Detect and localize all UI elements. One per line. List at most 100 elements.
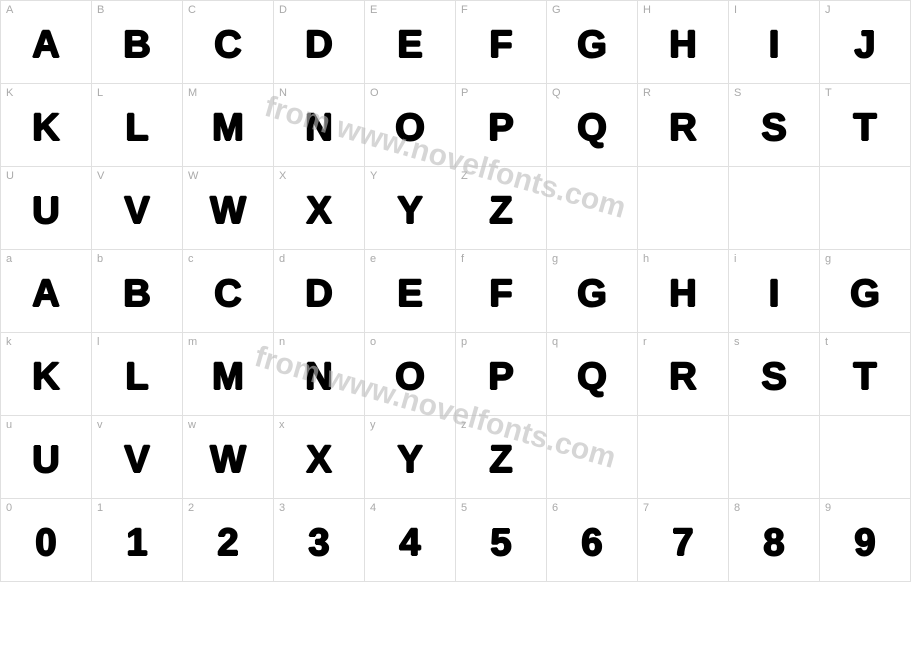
glyph-cell: eE: [365, 250, 456, 333]
glyph: T: [853, 109, 876, 147]
cell-label: L: [97, 87, 103, 99]
glyph-cell: DD: [274, 1, 365, 84]
cell-label: r: [643, 336, 647, 348]
cell-label: y: [370, 419, 376, 431]
cell-label: a: [6, 253, 12, 265]
glyph-cell: lL: [92, 333, 183, 416]
cell-label: 3: [279, 502, 285, 514]
glyph: C: [214, 26, 241, 64]
glyph-cell: JJ: [820, 1, 911, 84]
glyph-cell: NN: [274, 84, 365, 167]
glyph: X: [306, 441, 331, 479]
cell-label: b: [97, 253, 103, 265]
glyph: 1: [126, 524, 147, 562]
glyph: N: [305, 109, 332, 147]
glyph: V: [124, 441, 149, 479]
cell-label: q: [552, 336, 558, 348]
glyph-cell: bB: [92, 250, 183, 333]
glyph: O: [395, 109, 425, 147]
glyph: G: [850, 275, 880, 313]
glyph: Q: [577, 358, 607, 396]
cell-label: e: [370, 253, 376, 265]
cell-label: T: [825, 87, 832, 99]
cell-label: d: [279, 253, 285, 265]
glyph: D: [305, 275, 332, 313]
glyph-cell: HH: [638, 1, 729, 84]
glyph-cell: BB: [92, 1, 183, 84]
cell-label: g: [825, 253, 831, 265]
glyph-cell: TT: [820, 84, 911, 167]
glyph-cell: LL: [92, 84, 183, 167]
glyph: H: [669, 26, 696, 64]
cell-label: C: [188, 4, 196, 16]
glyph-cell: [820, 416, 911, 499]
glyph: I: [769, 275, 780, 313]
glyph-cell: [729, 167, 820, 250]
glyph-cell: [547, 167, 638, 250]
cell-label: Q: [552, 87, 561, 99]
glyph: R: [669, 358, 696, 396]
cell-label: k: [6, 336, 12, 348]
glyph: G: [577, 275, 607, 313]
glyph-cell: [638, 167, 729, 250]
cell-label: 7: [643, 502, 649, 514]
glyph: L: [125, 109, 148, 147]
glyph: P: [488, 358, 513, 396]
glyph-cell: yY: [365, 416, 456, 499]
cell-label: F: [461, 4, 468, 16]
glyph: W: [210, 192, 246, 230]
glyph: E: [397, 26, 422, 64]
glyph-cell: aA: [1, 250, 92, 333]
glyph-cell: 33: [274, 499, 365, 582]
glyph-cell: kK: [1, 333, 92, 416]
cell-label: x: [279, 419, 285, 431]
glyph-cell: wW: [183, 416, 274, 499]
glyph: Y: [397, 192, 422, 230]
glyph-cell: YY: [365, 167, 456, 250]
glyph-cell: xX: [274, 416, 365, 499]
glyph-cell: 99: [820, 499, 911, 582]
glyph-cell: nN: [274, 333, 365, 416]
glyph: 2: [217, 524, 238, 562]
glyph-cell: [729, 416, 820, 499]
glyph-cell: rR: [638, 333, 729, 416]
glyph: 4: [399, 524, 420, 562]
glyph-cell: WW: [183, 167, 274, 250]
cell-label: H: [643, 4, 651, 16]
glyph-cell: SS: [729, 84, 820, 167]
glyph-cell: fF: [456, 250, 547, 333]
glyph-cell: [547, 416, 638, 499]
cell-label: u: [6, 419, 12, 431]
cell-label: o: [370, 336, 376, 348]
glyph-cell: qQ: [547, 333, 638, 416]
glyph: U: [32, 441, 59, 479]
glyph-cell: 55: [456, 499, 547, 582]
glyph: H: [669, 275, 696, 313]
glyph-cell: UU: [1, 167, 92, 250]
glyph: I: [769, 26, 780, 64]
cell-label: V: [97, 170, 104, 182]
cell-label: s: [734, 336, 740, 348]
cell-label: 4: [370, 502, 376, 514]
cell-label: 9: [825, 502, 831, 514]
glyph-cell: PP: [456, 84, 547, 167]
glyph-cell: dD: [274, 250, 365, 333]
glyph: B: [123, 26, 150, 64]
glyph-cell: hH: [638, 250, 729, 333]
cell-label: G: [552, 4, 561, 16]
cell-label: 2: [188, 502, 194, 514]
glyph: N: [305, 358, 332, 396]
cell-label: R: [643, 87, 651, 99]
character-map-grid: AABBCCDDEEFFGGHHIIJJKKLLMMNNOOPPQQRRSSTT…: [0, 0, 911, 582]
glyph: A: [32, 26, 59, 64]
cell-label: J: [825, 4, 831, 16]
cell-label: S: [734, 87, 741, 99]
cell-label: 0: [6, 502, 12, 514]
glyph-cell: FF: [456, 1, 547, 84]
glyph: X: [306, 192, 331, 230]
glyph-cell: 88: [729, 499, 820, 582]
cell-label: Y: [370, 170, 377, 182]
cell-label: v: [97, 419, 103, 431]
glyph: Z: [489, 192, 512, 230]
cell-label: 5: [461, 502, 467, 514]
